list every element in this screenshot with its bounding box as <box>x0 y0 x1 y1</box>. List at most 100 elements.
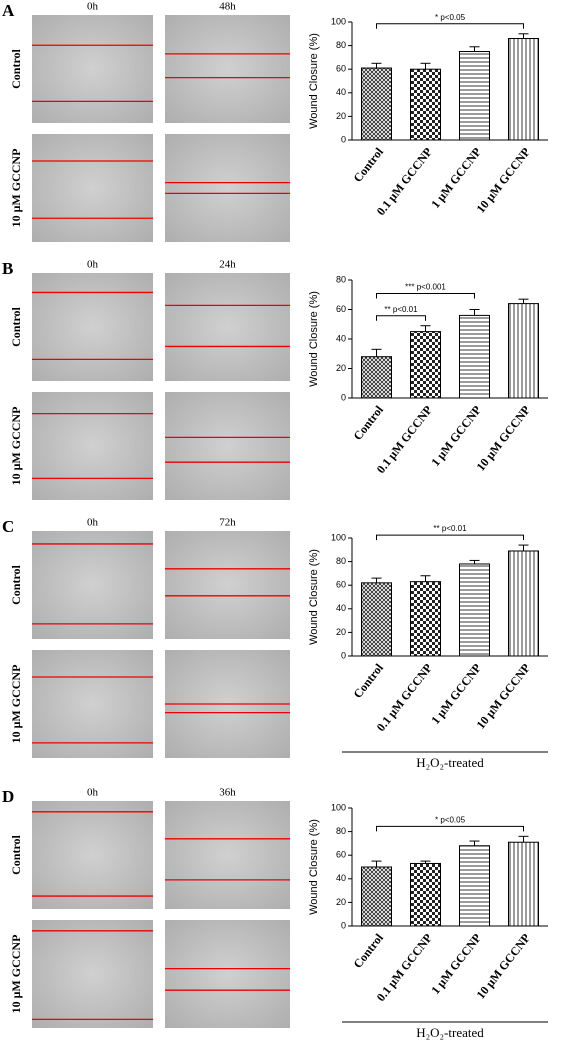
row-label: 10 μM GCCNP <box>9 407 23 486</box>
y-tick-label: 80 <box>336 274 346 284</box>
bar <box>361 866 392 927</box>
micrograph <box>165 392 290 500</box>
micrograph <box>32 531 153 639</box>
time-label: 0h <box>87 517 99 529</box>
significance-bracket <box>376 534 524 541</box>
y-tick-label: 100 <box>331 16 346 26</box>
bar <box>410 68 441 141</box>
significance-bracket <box>376 293 475 299</box>
micrograph <box>32 650 153 758</box>
y-tick-label: 0 <box>341 392 346 402</box>
micrograph <box>165 531 290 639</box>
y-tick-label: 20 <box>336 627 346 637</box>
y-axis-label: Wound Closure (%) <box>308 291 320 387</box>
row-label: Control <box>9 306 23 346</box>
panel-label: C <box>2 517 14 536</box>
y-axis-label: Wound Closure (%) <box>308 33 320 129</box>
micrograph <box>32 801 153 909</box>
x-tick-label: Control <box>351 144 387 184</box>
significance-label: ** p<0.01 <box>384 305 418 314</box>
bar <box>459 314 490 399</box>
x-tick-label: Control <box>351 660 387 700</box>
significance-label: ** p<0.01 <box>433 524 467 533</box>
bar <box>361 67 392 141</box>
y-tick-label: 0 <box>341 920 346 930</box>
micrograph <box>165 920 290 1028</box>
x-tick-label: 1 μM GCCNP <box>428 145 484 211</box>
bar <box>459 563 490 657</box>
row-label: Control <box>9 48 23 88</box>
x-tick-label: 1 μM GCCNP <box>428 931 484 997</box>
significance-label: * p<0.05 <box>435 13 466 22</box>
y-tick-label: 20 <box>336 363 346 373</box>
time-label: 36h <box>219 787 236 799</box>
y-tick-label: 100 <box>331 532 346 542</box>
y-axis-label: Wound Closure (%) <box>308 819 320 915</box>
y-tick-label: 20 <box>336 897 346 907</box>
significance-bracket <box>376 315 426 321</box>
treatment-label: H₂O₂-treated <box>416 1025 484 1040</box>
y-tick-label: 0 <box>341 650 346 660</box>
y-tick-label: 80 <box>336 40 346 50</box>
micrograph <box>165 134 290 242</box>
y-tick-label: 80 <box>336 556 346 566</box>
time-label: 24h <box>219 259 236 271</box>
y-tick-label: 40 <box>336 603 346 613</box>
bar <box>508 841 539 927</box>
y-tick-label: 40 <box>336 333 346 343</box>
micrograph <box>32 134 153 242</box>
time-label: 0h <box>87 787 99 799</box>
x-tick-label: 1 μM GCCNP <box>428 403 484 469</box>
row-label: Control <box>9 564 23 604</box>
y-tick-label: 40 <box>336 873 346 883</box>
row-label: 10 μM GCCNP <box>9 149 23 228</box>
y-tick-label: 40 <box>336 87 346 97</box>
bar <box>459 845 490 927</box>
significance-bracket <box>376 825 524 832</box>
x-tick-label: 1 μM GCCNP <box>428 661 484 727</box>
bar <box>508 550 539 657</box>
bar <box>410 331 441 399</box>
panel-label: A <box>2 1 15 20</box>
micrograph <box>165 15 290 123</box>
row-label: 10 μM GCCNP <box>9 665 23 744</box>
x-tick-label: Control <box>351 930 387 970</box>
bar <box>361 582 392 657</box>
bar <box>508 38 539 141</box>
significance-bracket <box>376 23 524 29</box>
time-label: 0h <box>87 1 99 13</box>
time-label: 48h <box>219 1 236 13</box>
micrograph <box>32 920 153 1028</box>
y-tick-label: 60 <box>336 304 346 314</box>
y-tick-label: 100 <box>331 802 346 812</box>
bar <box>508 303 539 399</box>
time-label: 72h <box>219 517 236 529</box>
significance-label: * p<0.05 <box>435 815 466 824</box>
time-label: 0h <box>87 259 99 271</box>
significance-label: *** p<0.001 <box>405 283 446 292</box>
bar <box>410 862 441 927</box>
x-tick-label: Control <box>351 402 387 442</box>
micrograph <box>32 273 153 381</box>
y-tick-label: 80 <box>336 826 346 836</box>
micrograph <box>165 273 290 381</box>
y-tick-label: 20 <box>336 111 346 121</box>
micrograph <box>32 15 153 123</box>
bar <box>361 356 392 399</box>
y-axis-label: Wound Closure (%) <box>308 549 320 645</box>
y-tick-label: 60 <box>336 64 346 74</box>
micrograph <box>165 801 290 909</box>
row-label: 10 μM GCCNP <box>9 935 23 1014</box>
y-tick-label: 60 <box>336 850 346 860</box>
treatment-label: H₂O₂-treated <box>416 755 484 770</box>
y-tick-label: 60 <box>336 580 346 590</box>
bar <box>410 581 441 657</box>
row-label: Control <box>9 834 23 874</box>
micrograph <box>32 392 153 500</box>
bar <box>459 51 490 141</box>
panel-label: B <box>2 259 13 278</box>
y-tick-label: 0 <box>341 134 346 144</box>
panel-label: D <box>2 787 14 806</box>
